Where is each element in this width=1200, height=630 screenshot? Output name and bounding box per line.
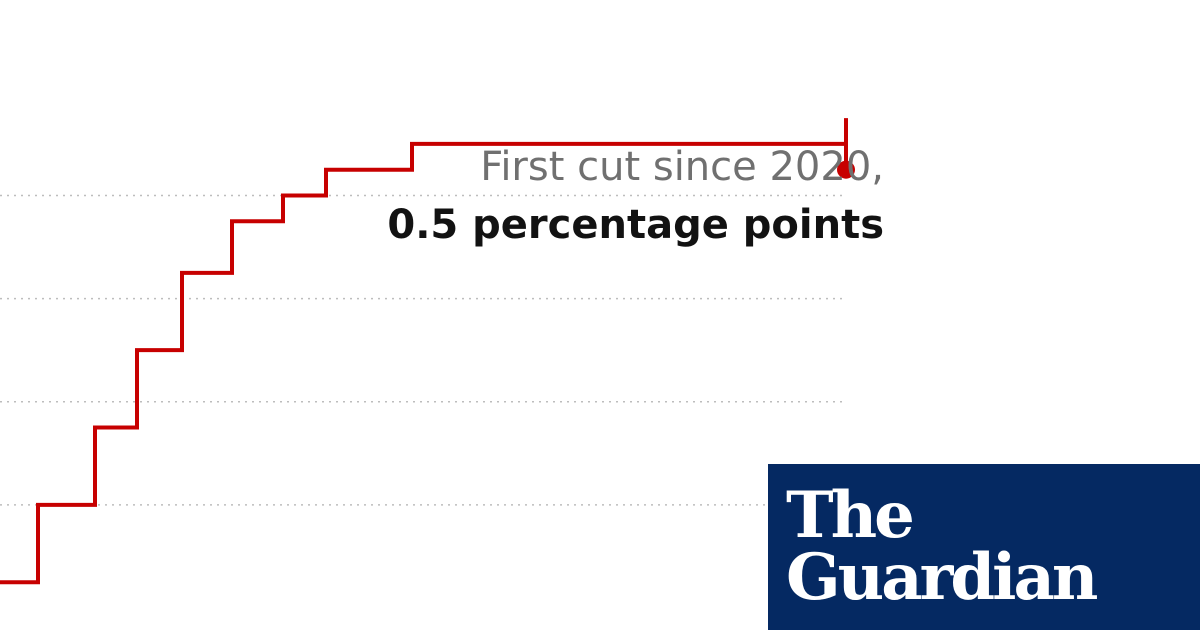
gridlines [0,194,846,506]
rate-cut-annotation: First cut since 2020, 0.5 percentage poi… [387,138,884,254]
annotation-line-1: First cut since 2020, [480,144,884,190]
rate-step-line [0,118,848,585]
annotation-line-2: 0.5 percentage points [387,202,884,248]
logo-word-guardian: Guardian [786,540,1098,615]
logo-word-the: The [786,478,915,553]
series-group [0,118,855,585]
end-point-marker [837,160,855,179]
guardian-logo: The Guardian [768,464,1200,630]
